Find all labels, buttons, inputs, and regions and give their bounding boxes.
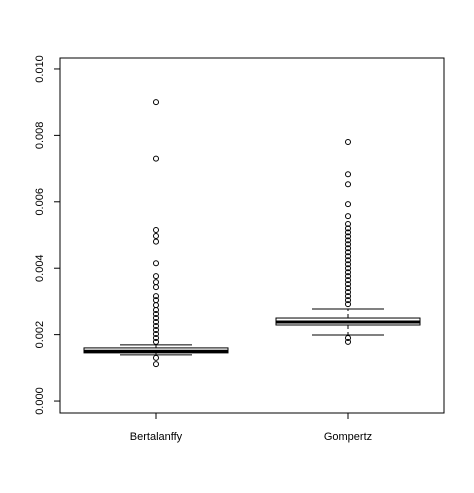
outlier [345,245,351,252]
outlier [153,302,159,309]
outlier [345,281,351,288]
outlier [153,354,159,361]
outlier [345,265,351,272]
outlier [345,285,351,292]
outlier [153,232,159,239]
y-tick-label: 0.008 [34,122,46,150]
outlier [153,326,159,333]
outlier [153,322,159,329]
outlier [153,260,159,267]
outlier [345,277,351,284]
outlier [345,297,351,304]
outlier [153,284,159,291]
y-tick-label: 0.000 [34,387,46,415]
outlier [345,273,351,280]
outlier [345,139,351,146]
outlier [345,261,351,268]
outlier [345,257,351,264]
y-tick-label: 0.004 [34,254,46,282]
outlier [153,279,159,286]
plot-frame [59,57,445,414]
outlier [153,319,159,326]
outlier [345,338,351,345]
outlier [345,225,351,232]
outlier [153,338,159,345]
outlier [345,201,351,208]
outlier [153,361,159,368]
outlier [345,241,351,248]
outlier [345,249,351,256]
outlier [153,330,159,337]
outlier [345,334,351,341]
outlier [345,233,351,240]
outlier [153,227,159,234]
outlier [345,229,351,236]
x-tick-label: Bertalanffy [130,431,183,443]
outlier [345,181,351,188]
outlier [345,293,351,300]
outlier [345,253,351,260]
outlier [153,311,159,318]
outlier [153,293,159,300]
outlier [345,213,351,220]
outlier [153,307,159,314]
outlier [153,155,159,162]
y-tick-label: 0.006 [34,188,46,216]
outlier [345,237,351,244]
outlier [345,171,351,178]
y-tick-label: 0.002 [34,321,46,349]
outlier [153,334,159,341]
outlier [153,238,159,245]
outlier [153,99,159,106]
outlier [345,269,351,276]
outlier [345,301,351,308]
outlier [153,315,159,322]
outlier [153,273,159,280]
outlier [345,289,351,296]
x-tick-label: Gompertz [324,431,372,443]
outlier [345,221,351,228]
y-tick-label: 0.010 [34,55,46,83]
